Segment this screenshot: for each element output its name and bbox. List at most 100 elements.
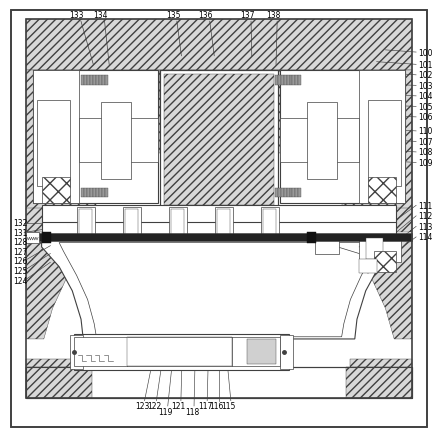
Text: 119: 119 [159, 407, 173, 416]
Bar [84, 188, 87, 198]
Bar [283, 188, 286, 198]
Bar [368, 101, 401, 186]
Text: 106: 106 [418, 113, 433, 122]
Bar [342, 71, 412, 210]
Bar [125, 209, 138, 236]
Bar [290, 188, 293, 198]
Bar [26, 367, 412, 398]
Polygon shape [26, 237, 96, 339]
Bar [102, 188, 105, 198]
Text: 100: 100 [418, 49, 433, 57]
Bar [217, 209, 230, 236]
Text: 134: 134 [93, 11, 108, 20]
Bar [96, 188, 99, 198]
Bar [81, 141, 97, 158]
Text: 131: 131 [13, 229, 28, 237]
Bar [74, 334, 289, 370]
Bar [342, 208, 412, 232]
Text: 116: 116 [210, 402, 224, 410]
Bar [77, 208, 95, 237]
Bar [278, 188, 281, 198]
Bar [79, 209, 92, 236]
Text: 121: 121 [172, 402, 186, 410]
Text: 108: 108 [418, 148, 433, 157]
Bar [26, 233, 39, 243]
Bar [298, 141, 314, 158]
Text: 105: 105 [418, 102, 433, 112]
Text: 110: 110 [418, 127, 433, 136]
Bar [74, 337, 127, 366]
Bar [123, 208, 141, 237]
Bar [42, 177, 70, 204]
Bar [42, 232, 51, 244]
Bar [42, 206, 396, 223]
Text: 101: 101 [418, 61, 433, 70]
Bar [26, 359, 88, 398]
Text: 102: 102 [418, 71, 433, 80]
Bar [359, 260, 377, 274]
Bar [280, 141, 297, 158]
Bar [160, 71, 278, 97]
Text: 125: 125 [13, 266, 28, 276]
Bar [105, 188, 108, 198]
Bar [26, 367, 412, 398]
Bar [275, 188, 278, 198]
Bar [93, 76, 96, 86]
Bar [26, 208, 96, 232]
Bar [283, 76, 286, 86]
Bar [280, 119, 359, 162]
Bar [366, 238, 383, 259]
Bar [263, 209, 276, 236]
Text: 132: 132 [13, 219, 28, 228]
Text: 123: 123 [135, 402, 149, 410]
Bar [281, 76, 283, 86]
Bar [261, 208, 279, 237]
Bar [26, 71, 96, 210]
Bar [374, 251, 396, 272]
Text: 112: 112 [418, 212, 433, 221]
Bar [278, 76, 281, 86]
Bar [33, 71, 79, 204]
Bar [87, 76, 90, 86]
Bar [70, 335, 83, 369]
Bar [93, 188, 96, 198]
Polygon shape [342, 237, 412, 339]
Bar [37, 101, 70, 186]
Text: 127: 127 [13, 247, 28, 256]
Bar [42, 222, 396, 239]
Bar [280, 335, 293, 369]
Bar [296, 188, 298, 198]
Bar [280, 71, 405, 204]
Bar [296, 76, 298, 86]
Bar [307, 232, 316, 244]
Bar [286, 188, 290, 198]
Bar [298, 188, 301, 198]
Bar [164, 75, 274, 206]
Text: 133: 133 [69, 11, 84, 20]
Text: 135: 135 [166, 11, 180, 20]
Text: 137: 137 [240, 11, 255, 20]
Bar [90, 188, 93, 198]
Bar [105, 76, 108, 86]
Text: 104: 104 [418, 92, 433, 101]
Bar [84, 76, 87, 86]
Bar [346, 367, 412, 398]
Bar [26, 20, 412, 398]
Bar [102, 76, 105, 86]
Bar [99, 76, 102, 86]
Polygon shape [42, 239, 396, 339]
Bar [307, 103, 337, 180]
Bar [293, 76, 296, 86]
Bar [247, 339, 276, 364]
Text: 118: 118 [185, 407, 199, 416]
Bar [26, 20, 412, 71]
Bar [293, 188, 296, 198]
Bar [96, 71, 160, 153]
Text: 115: 115 [222, 402, 236, 410]
Bar [290, 76, 293, 86]
Bar [298, 76, 301, 86]
Bar [99, 141, 115, 158]
Bar [96, 76, 99, 86]
Text: 136: 136 [198, 11, 213, 20]
Bar [127, 337, 232, 366]
